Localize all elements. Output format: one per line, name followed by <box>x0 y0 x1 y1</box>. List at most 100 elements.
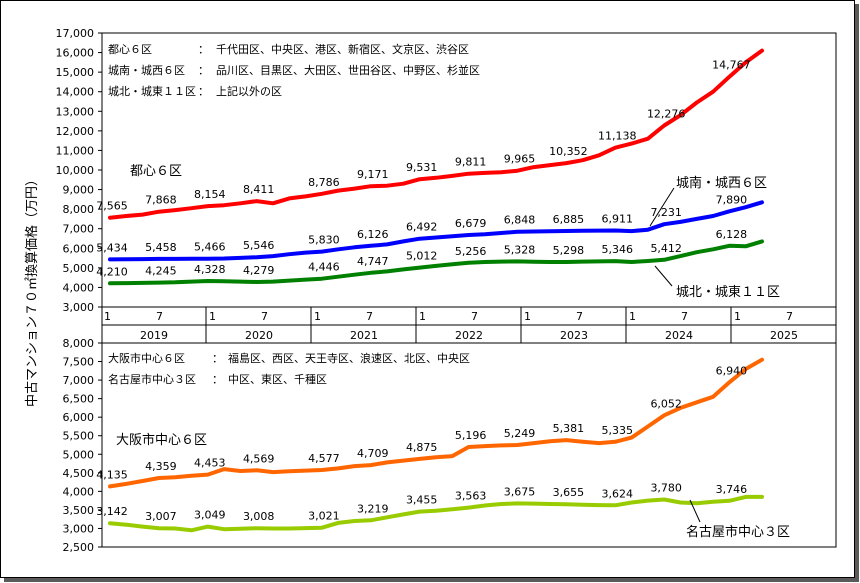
data-label: 4,875 <box>406 441 438 454</box>
x-year-label: 2023 <box>560 329 588 342</box>
y-tick-label: 4,500 <box>63 467 95 480</box>
data-label: 4,709 <box>357 447 389 460</box>
series-label-jonan: 城南・城西６区 <box>676 175 767 191</box>
data-label: 3,624 <box>602 487 634 500</box>
x-month-label: 7 <box>786 310 793 323</box>
data-label: 7,565 <box>96 200 128 213</box>
series-leader-line <box>689 499 701 523</box>
series-leader-line <box>649 187 675 227</box>
data-label: 9,965 <box>504 153 536 166</box>
data-label: 6,128 <box>716 228 748 241</box>
data-label: 5,381 <box>553 422 585 435</box>
data-label: 4,569 <box>243 452 275 465</box>
x-month-label: 7 <box>261 310 268 323</box>
y-tick-label: 5,000 <box>63 262 95 275</box>
note-name: 城北・城東１１区 <box>108 85 196 98</box>
data-label: 3,780 <box>650 482 682 495</box>
y-tick-label: 3,500 <box>63 504 95 517</box>
x-month-label: 7 <box>156 310 163 323</box>
note-areas: 福島区、西区、天王寺区、浪速区、北区、中央区 <box>228 351 470 365</box>
y-tick-label: 5,000 <box>63 448 95 461</box>
data-label: 4,135 <box>96 468 128 481</box>
data-label: 3,142 <box>96 505 128 518</box>
data-label: 5,335 <box>602 424 634 437</box>
data-label: 5,346 <box>602 243 634 256</box>
y-tick-label: 13,000 <box>56 105 95 118</box>
y-tick-label: 4,000 <box>63 281 95 294</box>
data-label: 9,171 <box>357 168 389 181</box>
y-tick-label: 6,500 <box>63 393 95 406</box>
data-label: 7,868 <box>145 194 177 207</box>
series-line <box>108 494 764 533</box>
data-label: 4,245 <box>145 265 177 278</box>
data-label: 5,298 <box>553 244 585 257</box>
data-label: 3,563 <box>455 490 487 503</box>
data-label: 4,328 <box>194 263 226 276</box>
series-label-johoku: 城北・城東１１区 <box>676 284 780 300</box>
data-label: 6,492 <box>406 221 438 234</box>
x-month-label: 7 <box>576 310 583 323</box>
data-label: 4,446 <box>308 261 340 274</box>
y-tick-label: 3,000 <box>63 301 95 314</box>
data-label: 3,049 <box>194 509 226 522</box>
data-label: 5,466 <box>194 241 226 254</box>
data-label: 6,940 <box>716 364 748 377</box>
y-tick-label: 11,000 <box>56 144 95 157</box>
y-tick-label: 16,000 <box>56 47 95 60</box>
x-year-label: 2020 <box>245 329 273 342</box>
y-tick-label: 8,000 <box>63 203 95 216</box>
note-areas: 上記以外の区 <box>216 84 282 98</box>
data-label: 6,126 <box>357 228 389 241</box>
data-label: 3,746 <box>716 483 748 496</box>
top-notes: 都心６区 ： 千代田区、中央区、港区、新宿区、文京区、渋谷区 城南・城西６区 ：… <box>108 42 480 98</box>
data-label: 8,411 <box>243 183 275 196</box>
data-label: 5,328 <box>504 243 536 256</box>
data-label: 5,256 <box>455 245 487 258</box>
data-label: 3,455 <box>406 494 438 507</box>
data-label: 9,811 <box>455 156 487 169</box>
note-sep: ： <box>198 85 209 98</box>
data-label: 5,434 <box>96 241 128 254</box>
series-line <box>108 357 764 489</box>
x-month-label: 7 <box>471 310 478 323</box>
data-label: 6,885 <box>553 213 585 226</box>
y-tick-label: 4,000 <box>63 485 95 498</box>
x-month-label: 1 <box>524 310 531 323</box>
data-label: 4,359 <box>145 460 177 473</box>
data-label: 8,154 <box>194 188 226 201</box>
note-sep: ： <box>212 373 223 386</box>
data-label: 11,138 <box>598 130 637 143</box>
data-label: 4,747 <box>357 255 389 268</box>
data-label: 5,412 <box>650 242 682 255</box>
y-tick-label: 14,000 <box>56 86 95 99</box>
data-label: 4,210 <box>96 265 128 278</box>
y-tick-label: 10,000 <box>56 164 95 177</box>
x-month-label: 1 <box>104 310 111 323</box>
note-name: 大阪市中心６区 <box>108 351 185 365</box>
data-label: 7,231 <box>650 206 682 219</box>
series-line <box>108 48 764 220</box>
y-tick-label: 17,000 <box>56 27 95 40</box>
y-tick-label: 6,000 <box>63 242 95 255</box>
x-month-label: 7 <box>366 310 373 323</box>
note-areas: 中区、東区、千種区 <box>228 372 327 386</box>
data-label: 9,531 <box>406 161 438 174</box>
series-label-nagoya: 名古屋市中心３区 <box>686 524 790 540</box>
y-tick-label: 6,000 <box>63 411 95 424</box>
data-label: 14,767 <box>712 59 751 72</box>
note-sep: ： <box>198 43 209 56</box>
y-tick-label: 3,000 <box>63 522 95 535</box>
x-year-label: 2022 <box>455 329 483 342</box>
x-year-label: 2024 <box>665 329 693 342</box>
x-year-label: 2021 <box>350 329 378 342</box>
data-label: 3,007 <box>145 510 177 523</box>
data-label: 7,890 <box>716 193 748 206</box>
x-month-label: 1 <box>629 310 636 323</box>
series-label-osaka: 大阪市中心６区 <box>116 432 207 448</box>
y-tick-label: 7,500 <box>63 356 95 369</box>
y-tick-label: 7,000 <box>63 374 95 387</box>
series-line <box>108 200 764 262</box>
x-month-label: 1 <box>419 310 426 323</box>
y-tick-label: 12,000 <box>56 125 95 138</box>
x-month-label: 1 <box>734 310 741 323</box>
